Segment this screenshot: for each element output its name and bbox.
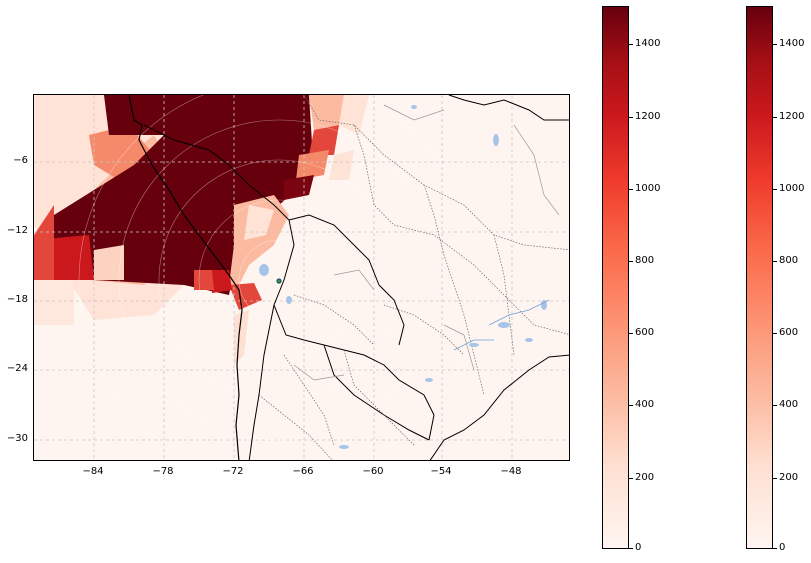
colorbar-right [746,6,773,549]
colorbar-tick-label: 600 [779,327,799,338]
colorbar-tick-label: 400 [779,399,799,410]
range-rings [78,95,480,460]
colorbar-tick-label: 200 [779,472,799,483]
x-tick-label: −66 [292,466,314,477]
river-2 [453,339,494,351]
colorbar-tick-label: 800 [635,255,655,266]
heat-cluster-5 [209,270,232,293]
colorbar-tick-label: 600 [635,327,655,338]
heat-sector-sw [34,280,74,325]
heat-cluster-3 [229,283,262,310]
colorbar-tick-label: 1400 [635,38,661,49]
heat-cluster-2 [244,205,274,240]
heat-sector-ne-5 [339,95,369,135]
colorbar-tick-label: 0 [635,542,642,553]
y-tick-label: −30 [6,433,28,444]
atlantic-coastline-south [429,354,569,460]
colorbar-left [602,6,629,549]
river-1 [488,299,550,326]
y-tick-label: −18 [6,294,28,305]
colorbar-tick-label: 200 [635,472,655,483]
pacific-coastline [128,95,243,460]
heat-sector-w [94,245,124,280]
y-tick-label: −6 [13,155,28,166]
map-canvas [34,95,569,460]
colorbar-tick-label: 800 [779,255,799,266]
colorbar-tick-label: 400 [635,399,655,410]
heat-sector-ne-4 [284,175,314,200]
colorbar-tick-label: 1200 [635,111,661,122]
atlantic-coastline-north [448,95,569,121]
heat-sector-red-3 [34,205,54,280]
heat-sector-ne-1 [309,95,344,130]
colorbar-tick-label: 1000 [635,183,661,194]
heat-sector-dark [54,95,314,295]
colorbar-tick-label: 1000 [779,183,805,194]
y-tick-label: −12 [6,225,28,236]
x-tick-label: −54 [430,466,452,477]
heat-cluster-1 [229,195,289,285]
heat-sector-ne-6 [329,150,354,180]
x-tick-label: −48 [500,466,522,477]
heat-sector-ne-2 [309,125,339,155]
map-panel[interactable] [33,94,570,461]
x-tick-label: −84 [82,466,104,477]
x-tick-label: −72 [222,466,244,477]
heat-cluster-6 [194,270,214,290]
colorbar-tick-label: 1400 [779,38,805,49]
x-tick-label: −78 [152,466,174,477]
x-tick-label: −60 [362,466,384,477]
water-bodies [259,105,547,449]
colorbar-tick-label: 0 [779,542,786,553]
state-borders [258,95,569,460]
graticule [34,95,569,460]
province-borders [293,104,560,381]
colorbar-tick-label: 1200 [779,111,805,122]
y-tick-label: −24 [6,363,28,374]
